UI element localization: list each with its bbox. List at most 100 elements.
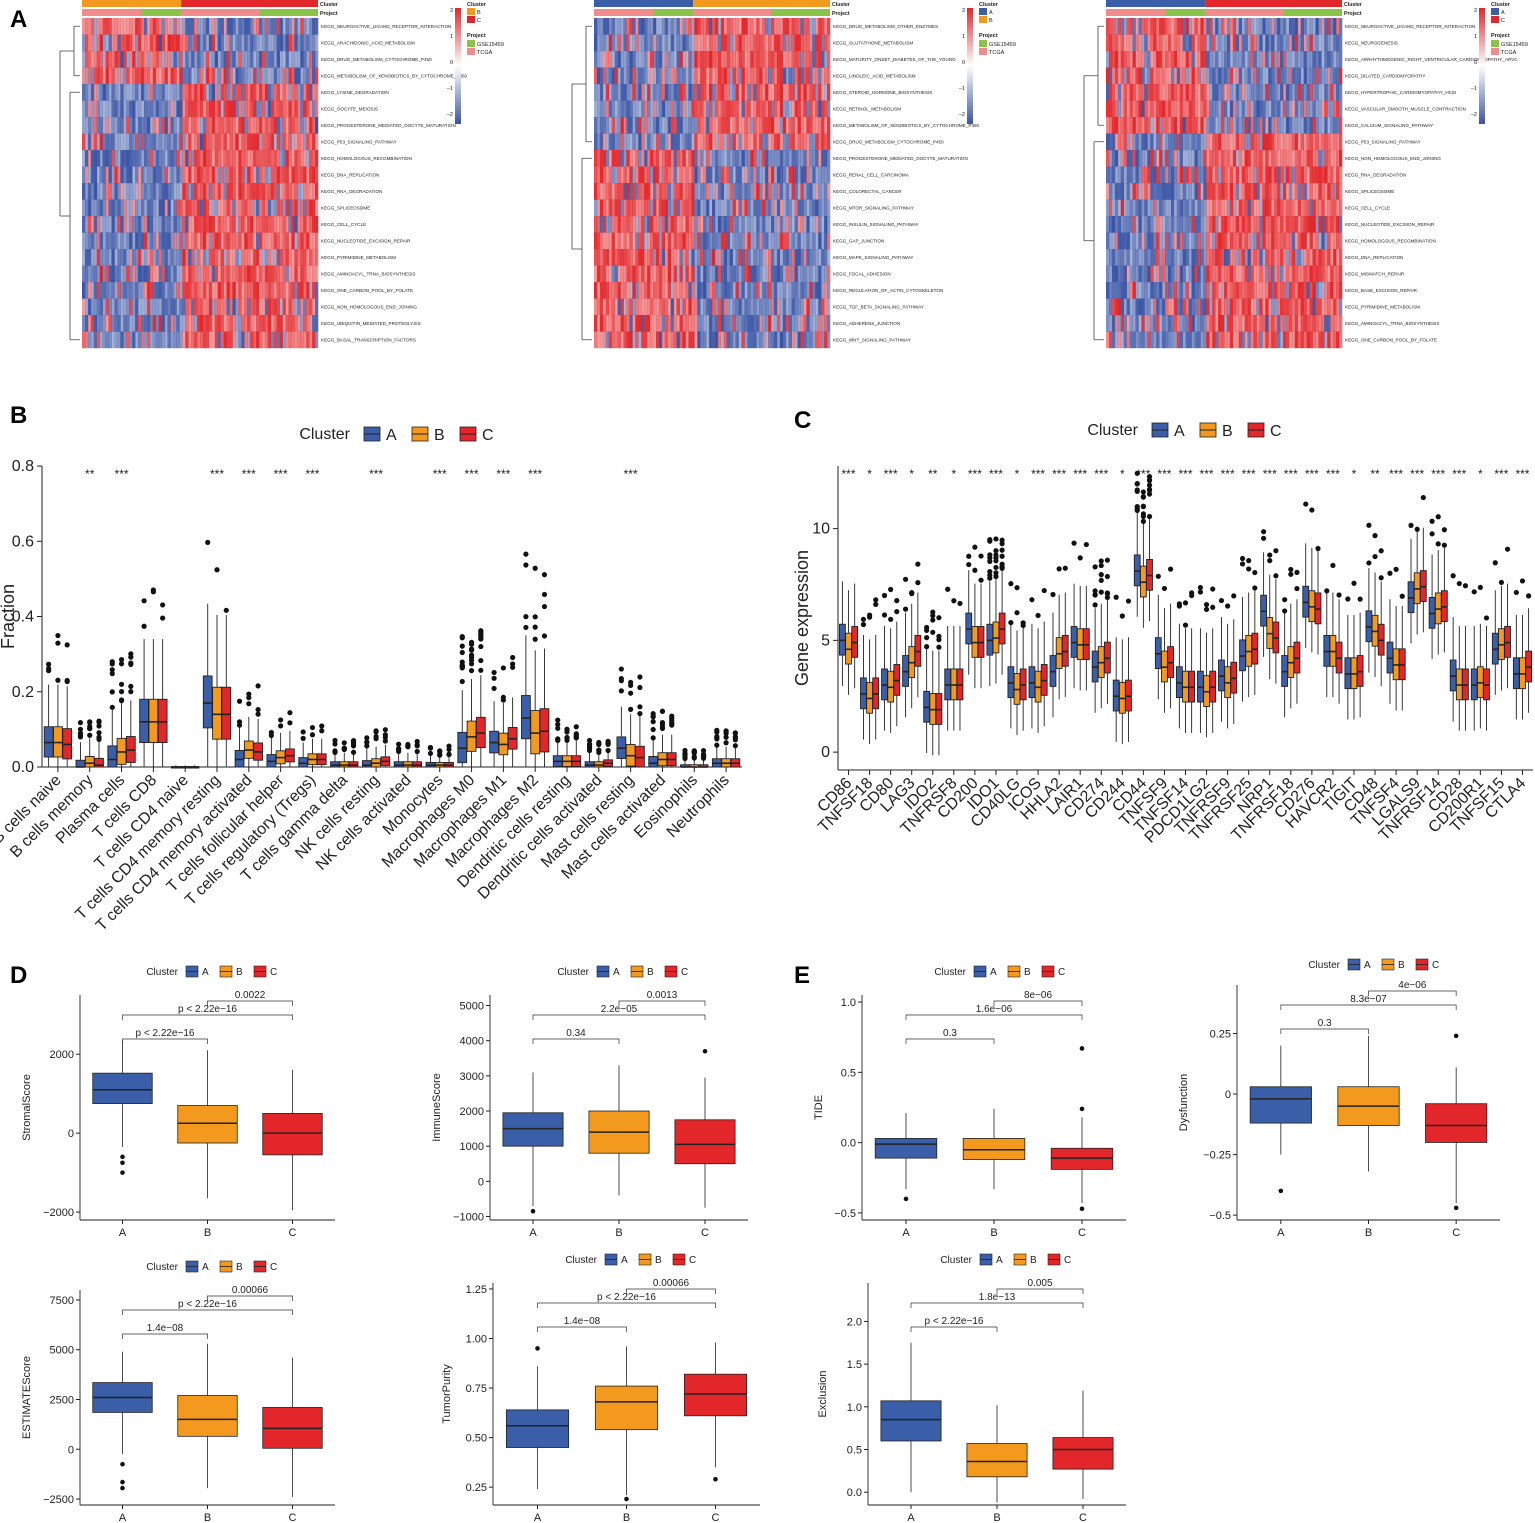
heat-cell <box>1229 67 1234 85</box>
legend-label: C <box>482 427 494 444</box>
heat-cell <box>161 51 165 68</box>
heat-cell <box>709 51 713 68</box>
heat-cell <box>1156 282 1160 299</box>
heat-cell <box>709 265 713 283</box>
heat-cell <box>188 298 192 316</box>
heat-cell <box>264 298 269 316</box>
heat-cell <box>653 150 657 167</box>
heat-cell <box>747 67 751 85</box>
heat-cell <box>1224 282 1228 299</box>
heat-cell <box>729 67 733 85</box>
heat-cell <box>1182 100 1186 118</box>
heat-cell <box>164 166 168 184</box>
heat-cell <box>611 51 615 68</box>
heat-cell <box>229 216 233 233</box>
heat-cell <box>1162 249 1166 266</box>
heat-cell <box>235 298 239 316</box>
heat-cell <box>259 150 263 167</box>
heat-cell <box>1327 315 1331 332</box>
heat-cell <box>815 84 819 101</box>
heat-cell <box>143 84 148 101</box>
heat-cell <box>217 315 221 332</box>
heat-cell <box>688 18 692 35</box>
heat-cell <box>220 117 224 134</box>
heat-cell <box>1111 34 1116 52</box>
heat-cell <box>194 282 198 299</box>
heat-cell <box>1182 232 1186 250</box>
heat-cell <box>235 216 239 233</box>
heat-cell <box>229 18 233 35</box>
heat-cell <box>824 183 828 200</box>
heat-cell <box>1126 183 1130 200</box>
heat-cell <box>1123 67 1127 85</box>
legend-label: GSE15459 <box>989 42 1016 48</box>
heat-cell <box>1111 150 1116 167</box>
heat-cell <box>1132 183 1136 200</box>
heat-cell <box>753 117 757 134</box>
heat-cell <box>1156 315 1160 332</box>
heat-cell <box>818 199 822 217</box>
heat-cell <box>602 282 607 299</box>
heat-cell <box>282 183 286 200</box>
heat-cell <box>155 100 159 118</box>
heat-cell <box>753 100 757 118</box>
legend-label: A <box>989 10 993 16</box>
heat-cell <box>167 315 171 332</box>
heat-cell <box>1268 282 1272 299</box>
heat-cell <box>250 298 254 316</box>
heat-cell <box>82 117 86 134</box>
heat-cell <box>1336 331 1340 349</box>
heat-cell <box>1232 199 1237 217</box>
heat-cell <box>1268 183 1272 200</box>
heat-cell <box>135 282 139 299</box>
heat-cell <box>602 298 607 316</box>
heat-cell <box>797 34 801 52</box>
heat-cell <box>1283 183 1287 200</box>
heat-cell <box>1229 18 1234 35</box>
heat-cell <box>623 249 627 266</box>
heat-cell <box>818 51 822 68</box>
heat-cell <box>703 199 707 217</box>
heat-cell <box>120 183 124 200</box>
heat-cell <box>288 84 292 101</box>
heat-cell <box>173 232 177 250</box>
heat-cell <box>664 298 669 316</box>
heat-cell <box>1318 18 1322 35</box>
heat-cell <box>700 67 704 85</box>
heat-cell <box>667 84 671 101</box>
heat-cell <box>1215 166 1219 184</box>
heat-cell <box>653 315 657 332</box>
heat-cell <box>197 51 201 68</box>
heat-cell <box>261 18 266 35</box>
heat-cell <box>717 199 722 217</box>
heat-cell <box>1312 34 1316 52</box>
heat-cell <box>1241 84 1245 101</box>
heat-cell <box>596 232 601 250</box>
heat-cell <box>768 117 772 134</box>
heat-cell <box>647 265 651 283</box>
pathway-label: KEGG_SPLICEOSOME <box>1345 189 1394 194</box>
heat-cell <box>114 51 118 68</box>
heat-cell <box>1303 150 1307 167</box>
heat-cell <box>247 100 251 118</box>
heat-cell <box>697 232 701 250</box>
pathway-label: KEGG_NEUROGENESIS <box>1345 40 1398 45</box>
heat-cell <box>202 282 207 299</box>
heat-cell <box>96 51 100 68</box>
heat-cell <box>108 265 112 283</box>
heat-cell <box>138 117 142 134</box>
heat-cell <box>217 67 221 85</box>
heat-cell <box>1330 265 1334 283</box>
heat-cell <box>1197 150 1201 167</box>
heat-cell <box>288 133 292 151</box>
heat-cell <box>253 315 257 332</box>
heat-cell <box>261 216 266 233</box>
heat-cell <box>1167 67 1172 85</box>
heat-cell <box>697 166 701 184</box>
heat-cell <box>1144 249 1148 266</box>
heat-cell <box>173 216 177 233</box>
heat-cell <box>673 265 677 283</box>
heat-cell <box>1194 133 1198 151</box>
heat-cell <box>1132 298 1136 316</box>
